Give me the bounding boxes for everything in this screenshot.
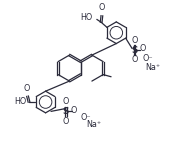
Text: O: O <box>131 36 138 45</box>
Text: HO: HO <box>14 97 26 106</box>
Text: O: O <box>71 106 77 115</box>
Text: O: O <box>63 97 69 106</box>
Text: O: O <box>139 44 146 53</box>
Text: O: O <box>99 3 105 12</box>
Text: O⁻: O⁻ <box>142 54 153 63</box>
Text: HO: HO <box>80 13 93 22</box>
Text: O: O <box>63 117 69 126</box>
Text: S: S <box>131 46 138 55</box>
Text: Na⁺: Na⁺ <box>86 120 101 129</box>
Text: Na⁺: Na⁺ <box>145 63 160 72</box>
Text: O: O <box>24 84 30 93</box>
Text: O: O <box>131 55 138 64</box>
Text: S: S <box>63 107 69 116</box>
Text: O⁻: O⁻ <box>80 113 91 122</box>
